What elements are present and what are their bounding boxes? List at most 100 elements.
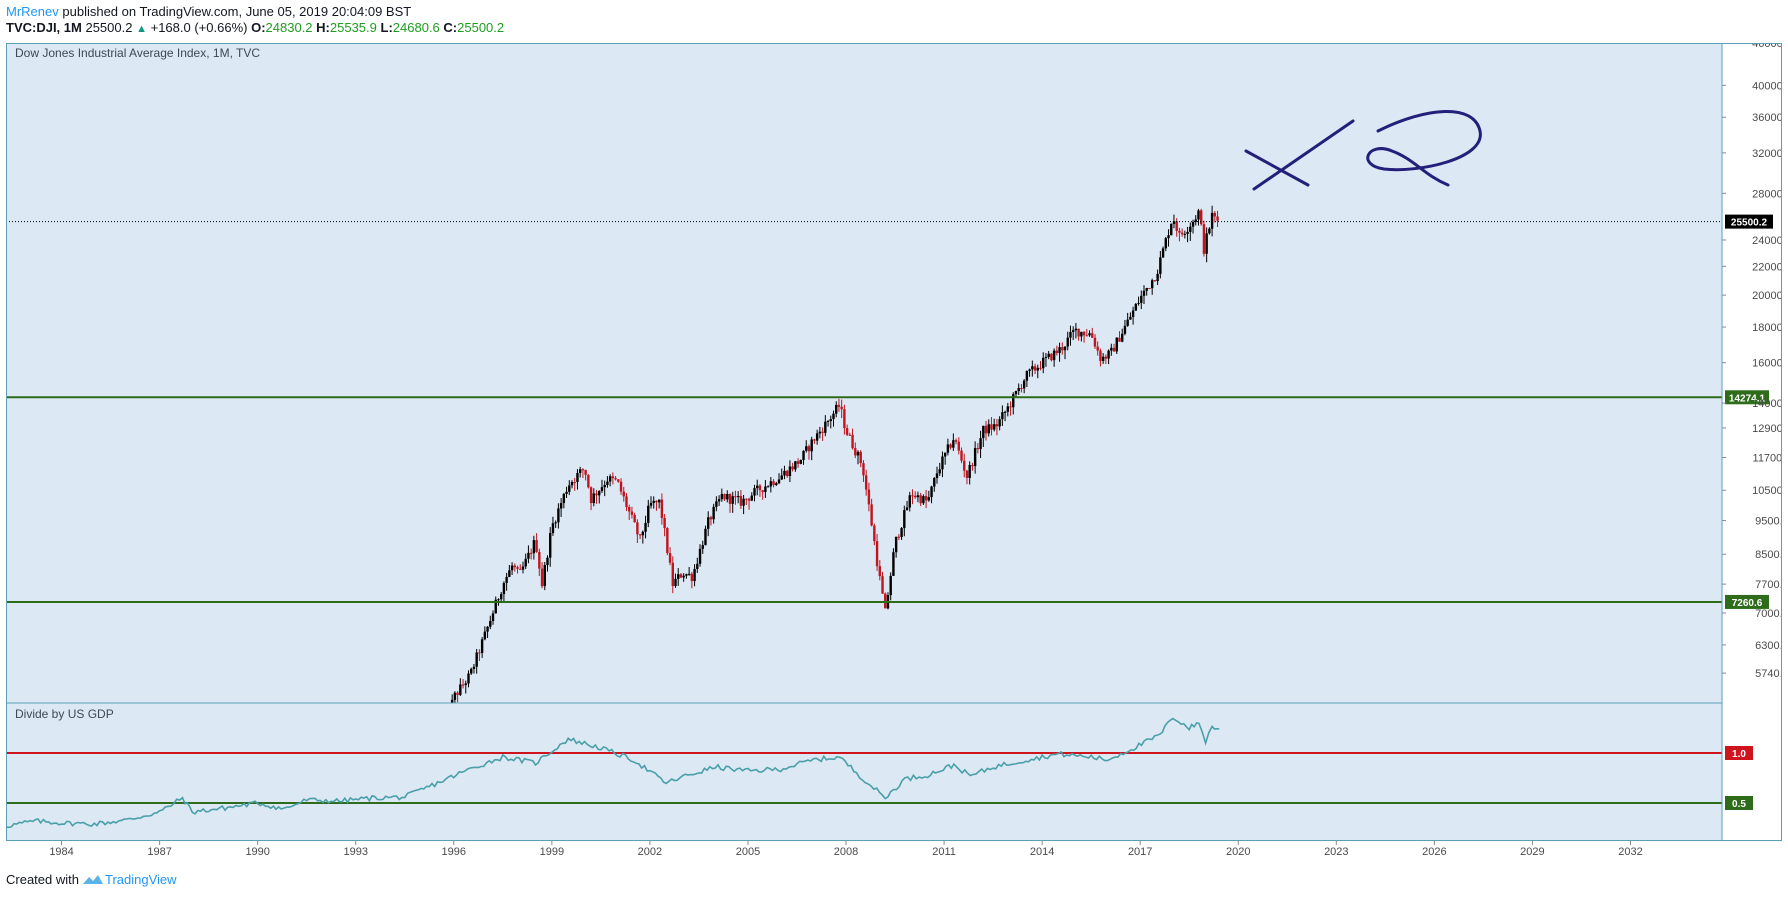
price-axis-label: 46000.0	[1752, 43, 1782, 50]
candle-down	[772, 481, 775, 486]
candle-down	[859, 451, 862, 464]
time-axis-label: 2017	[1128, 846, 1152, 858]
chart-area[interactable]: 14274.1 7260.6 25500.2 1.0 0.5 46000.0 40000…	[6, 43, 1782, 861]
indicator-title: Divide by US GDP	[15, 707, 114, 721]
candle-up	[935, 473, 939, 479]
price-axis-label: 5740.0	[1755, 668, 1782, 680]
candle-up	[905, 507, 909, 511]
published-text: published on TradingView.com, June 05, 2…	[62, 4, 412, 19]
candle-down	[1180, 232, 1184, 235]
candle-down	[529, 552, 533, 554]
candle-up	[908, 495, 911, 508]
candle-up	[1191, 221, 1195, 227]
candle-up	[562, 493, 566, 504]
hand-drawn-annotation	[1244, 110, 1482, 191]
candle-up	[1172, 221, 1176, 224]
candle-up	[524, 558, 527, 567]
candle-down	[690, 573, 694, 582]
candle-up	[952, 440, 955, 448]
candle-up	[1001, 412, 1004, 420]
candle-down	[963, 460, 966, 471]
candle-down	[671, 562, 674, 587]
publish-line: MrRenev published on TradingView.com, Ju…	[6, 4, 504, 20]
price-axis-label: 36000.0	[1752, 112, 1782, 124]
candle-up	[742, 498, 745, 506]
candle-down	[864, 475, 868, 490]
candle-up	[644, 522, 647, 532]
candle-down	[679, 574, 683, 578]
candle-up	[450, 699, 454, 703]
candle-down	[965, 470, 969, 478]
tradingview-link[interactable]: TradingView	[104, 872, 177, 887]
gdp-ratio-line	[6, 717, 1220, 829]
candle-down	[538, 552, 541, 569]
time-axis-label: 2032	[1618, 846, 1642, 858]
candle-up	[453, 692, 457, 700]
price-axis-label: 7700.0	[1755, 579, 1782, 591]
candle-up	[1183, 233, 1187, 235]
candle-up	[1170, 223, 1173, 236]
candle-down	[821, 431, 824, 433]
open-label: O:	[251, 20, 266, 35]
candle-down	[619, 481, 623, 492]
candle-down	[663, 517, 666, 529]
candle-up	[565, 491, 568, 494]
candle-up	[1115, 337, 1118, 352]
candle-down	[1104, 356, 1108, 359]
candle-down	[1112, 347, 1116, 352]
candle-up	[1164, 238, 1167, 249]
candle-down	[478, 652, 481, 654]
candle-up	[1006, 406, 1010, 412]
candle-up	[826, 421, 830, 423]
candle-down	[957, 441, 960, 451]
candle-up	[1042, 357, 1045, 369]
candle-down	[1082, 331, 1086, 336]
candle-down	[1077, 328, 1080, 337]
indicator-level-label: 0.5	[1732, 799, 1746, 810]
tradingview-logo-icon	[82, 875, 103, 884]
price-axis-label: 40000.0	[1752, 80, 1782, 92]
candle-up	[720, 493, 724, 500]
time-axis-label: 2002	[638, 846, 662, 858]
ohlc-line: TVC:DJI, 1M 25500.2 ▲ +168.0 (+0.66%) O:…	[6, 20, 504, 37]
candle-up	[1088, 333, 1091, 336]
candle-up	[717, 499, 721, 502]
price-axis-label: 32000.0	[1752, 148, 1782, 160]
author-link[interactable]: MrRenev	[6, 4, 59, 19]
time-axis-label: 1987	[147, 846, 171, 858]
candle-up	[606, 481, 609, 485]
candle-down	[1009, 406, 1012, 408]
candle-up	[693, 568, 696, 582]
candle-up	[1014, 391, 1018, 395]
candle-up	[578, 469, 582, 474]
candle-up	[788, 466, 792, 477]
candle-up	[1110, 347, 1113, 351]
candle-up	[715, 501, 718, 507]
candle-up	[1012, 394, 1015, 408]
candle-up	[647, 505, 650, 523]
candle-up	[1126, 319, 1129, 326]
candle-down	[1093, 337, 1097, 347]
high-value: 25535.9	[329, 20, 377, 35]
candle-up	[1069, 331, 1072, 338]
price-axis-label: 9500.0	[1755, 516, 1782, 528]
candle-up	[1101, 356, 1105, 362]
candle-up	[499, 594, 503, 600]
candle-up	[916, 495, 920, 498]
candle-down	[813, 439, 816, 441]
time-axis-label: 1993	[343, 846, 367, 858]
candle-up	[1074, 328, 1078, 331]
candle-down	[1061, 347, 1064, 351]
candle-down	[875, 541, 879, 567]
candle-up	[922, 495, 925, 504]
candle-up	[1140, 295, 1143, 303]
last-price-label-bg	[1725, 214, 1773, 229]
candle-up	[502, 582, 506, 595]
candle-down	[897, 536, 901, 538]
candle-down	[878, 566, 881, 577]
price-axis-label: 12900.0	[1752, 423, 1782, 435]
candle-down	[535, 540, 538, 553]
price-change: +168.0 (+0.66%)	[150, 20, 248, 35]
candle-up	[696, 563, 699, 569]
candle-down	[1148, 288, 1151, 290]
